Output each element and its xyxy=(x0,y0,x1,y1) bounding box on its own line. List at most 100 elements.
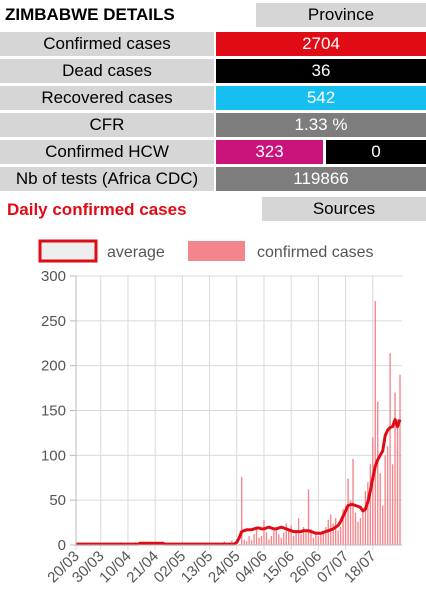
y-tick-labels: 0 50 100 150 200 250 300 xyxy=(41,268,66,554)
bar xyxy=(384,455,386,545)
bar xyxy=(285,523,287,545)
recovered-cases-label: Recovered cases xyxy=(0,86,214,110)
bar xyxy=(354,512,357,545)
y-tick-label: 0 xyxy=(58,537,66,554)
chart-axes xyxy=(70,275,402,546)
legend-confirmed-label: confirmed cases xyxy=(257,244,374,261)
bar xyxy=(399,374,401,545)
bar-series xyxy=(75,301,401,545)
legend-confirmed-swatch xyxy=(188,241,245,261)
bar xyxy=(382,505,384,545)
dead-cases-value: 36 xyxy=(216,59,426,83)
x-tick-labels: 20/0330/0310/0421/0402/0513/0524/0504/06… xyxy=(44,548,379,587)
bar xyxy=(248,536,250,545)
bar xyxy=(337,530,339,545)
tests-value: 119866 xyxy=(216,167,426,191)
bar xyxy=(288,528,290,545)
bar xyxy=(270,536,273,545)
bar xyxy=(307,489,310,545)
bar xyxy=(349,500,352,545)
bar xyxy=(332,523,334,545)
y-tick-label: 200 xyxy=(41,358,66,375)
bar xyxy=(278,534,280,545)
bar xyxy=(317,536,320,545)
bar xyxy=(302,527,305,545)
page-title: ZIMBABWE DETAILS xyxy=(5,5,175,24)
average-line xyxy=(76,418,402,546)
x-tick-label: 18/07 xyxy=(341,548,380,587)
bar xyxy=(290,525,292,545)
bar xyxy=(260,536,263,545)
cfr-label: CFR xyxy=(0,113,214,137)
confirmed-hcw-label: Confirmed HCW xyxy=(0,140,214,164)
bar xyxy=(322,530,325,545)
bar xyxy=(342,509,344,545)
y-tick-label: 150 xyxy=(41,403,66,420)
bar xyxy=(379,473,381,545)
confirmed-cases-label: Confirmed cases xyxy=(0,32,214,56)
bar xyxy=(359,518,362,545)
bar xyxy=(295,530,297,545)
bar xyxy=(300,534,302,545)
bar xyxy=(243,539,245,545)
bar xyxy=(253,534,255,545)
sources-button[interactable]: Sources xyxy=(262,197,426,221)
bar xyxy=(265,532,268,545)
recovered-cases-value: 542 xyxy=(216,86,426,110)
bar xyxy=(245,541,248,545)
chart-legend: average confirmed cases xyxy=(38,239,374,263)
bar xyxy=(325,527,327,545)
daily-cases-chart: 0 50 100 150 200 250 300 20/0330/0310/0421/040… xyxy=(38,239,402,587)
province-button[interactable]: Province xyxy=(256,3,426,27)
bar xyxy=(362,509,364,545)
chart-grid xyxy=(75,275,402,550)
bar xyxy=(389,353,391,545)
tests-label: Nb of tests (Africa CDC) xyxy=(0,167,214,191)
bar xyxy=(320,532,322,545)
daily-confirmed-heading: Daily confirmed cases xyxy=(7,200,187,219)
bar xyxy=(305,532,307,545)
confirmed-hcw-value: 323 xyxy=(216,140,323,164)
hcw-dead-value: 0 xyxy=(326,140,426,164)
bar xyxy=(283,532,285,545)
bar xyxy=(369,464,372,545)
bar xyxy=(339,527,342,545)
bar xyxy=(312,537,315,545)
y-tick-label: 250 xyxy=(41,313,66,330)
bar xyxy=(327,519,329,545)
bar xyxy=(250,540,253,545)
bar xyxy=(310,528,312,545)
bar xyxy=(255,527,258,545)
dead-cases-label: Dead cases xyxy=(0,59,214,83)
y-tick-label: 50 xyxy=(49,492,66,509)
bar xyxy=(268,539,270,545)
legend-average-label: average xyxy=(107,244,165,261)
bar xyxy=(394,392,396,545)
bar xyxy=(357,521,359,545)
bar xyxy=(386,446,389,545)
average-series xyxy=(76,418,402,546)
bar xyxy=(344,505,347,545)
bar xyxy=(275,527,278,545)
bar xyxy=(377,401,379,545)
bar xyxy=(364,491,367,545)
bar xyxy=(263,519,265,545)
bar xyxy=(391,464,394,545)
bar xyxy=(292,536,295,545)
bar xyxy=(273,530,275,545)
confirmed-cases-value: 2704 xyxy=(216,32,426,56)
cfr-value: 1.33 % xyxy=(216,113,426,137)
y-tick-label: 100 xyxy=(41,447,66,464)
bar xyxy=(347,478,349,545)
bar xyxy=(352,458,354,545)
legend-average-swatch xyxy=(38,239,98,263)
y-tick-label: 300 xyxy=(41,268,66,285)
bar xyxy=(258,537,260,545)
bar xyxy=(374,301,376,545)
bar xyxy=(372,437,374,545)
bar xyxy=(280,537,282,545)
bar xyxy=(396,419,399,545)
bar xyxy=(241,476,243,545)
bar xyxy=(315,534,317,545)
